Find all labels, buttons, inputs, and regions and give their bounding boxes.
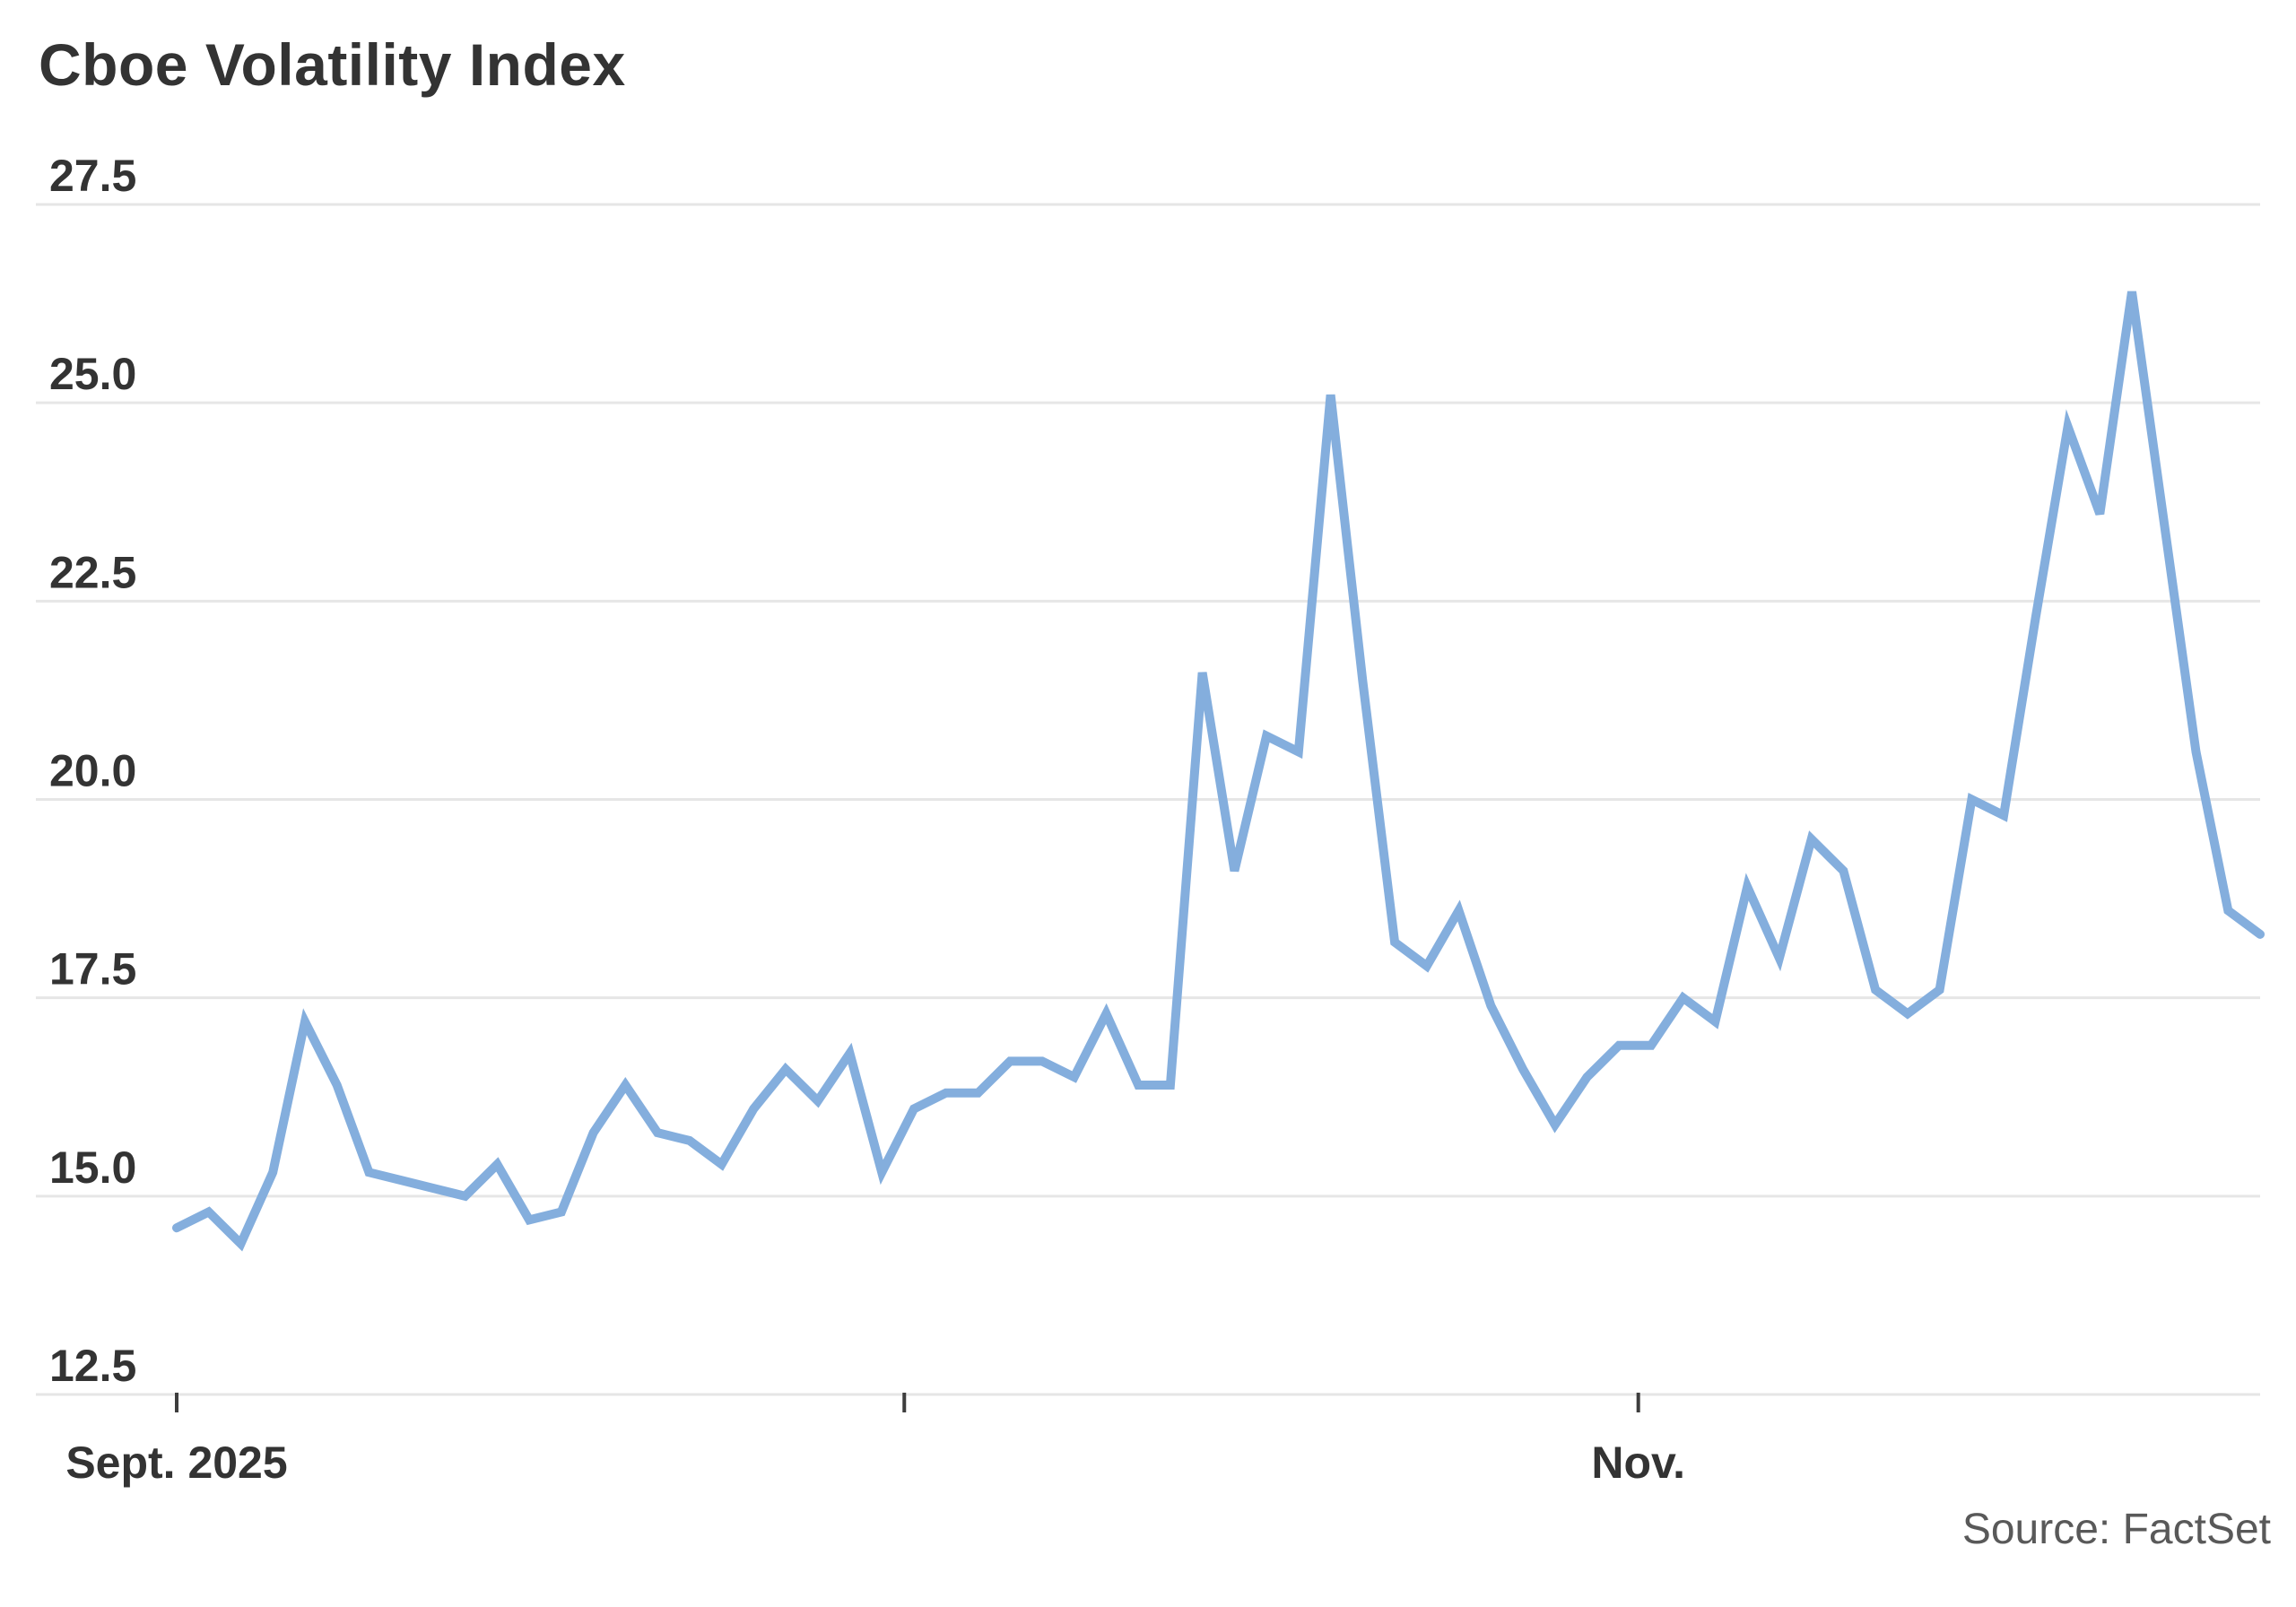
y-axis-label-17.5: 17.5 <box>49 944 136 995</box>
y-axis-label-27.5: 27.5 <box>49 151 136 201</box>
x-axis-label-nov-: Nov. <box>1591 1438 1685 1488</box>
y-axis-label-12.5: 12.5 <box>49 1341 136 1391</box>
vix-series-line <box>172 291 2265 1252</box>
y-axis-label-22.5: 22.5 <box>49 547 136 597</box>
x-axis-label-sept-2025: Sept. 2025 <box>65 1438 287 1488</box>
source-attribution: Source: FactSet <box>1961 1506 2271 1553</box>
y-axis-label-15.0: 15.0 <box>49 1142 136 1193</box>
chart-title: Cboe Volatility Index <box>39 31 626 98</box>
y-axis-label-20.0: 20.0 <box>49 746 136 796</box>
y-axis-label-25.0: 25.0 <box>49 349 136 399</box>
